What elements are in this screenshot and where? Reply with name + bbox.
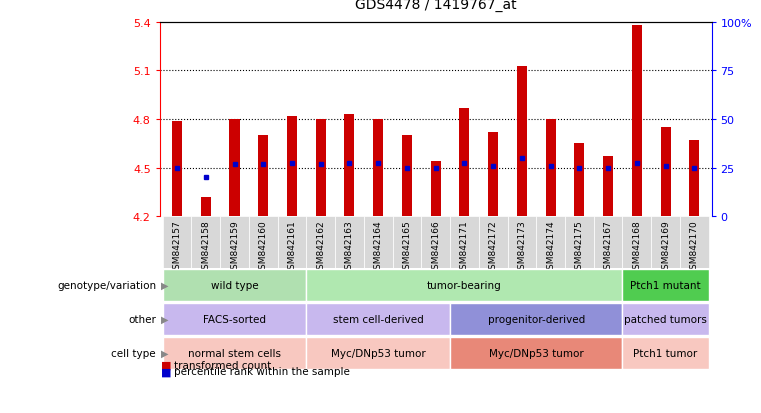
Text: GSM842164: GSM842164 [374,219,383,274]
Text: stem cell-derived: stem cell-derived [333,314,424,324]
Text: GSM842169: GSM842169 [661,219,670,274]
Bar [278,217,307,268]
Bar [230,120,240,217]
Text: normal stem cells: normal stem cells [188,348,281,358]
Text: wild type: wild type [211,280,258,290]
Text: GSM842168: GSM842168 [632,219,642,274]
Bar [163,303,307,335]
Text: GSM842159: GSM842159 [230,219,239,274]
Bar [488,133,498,217]
Text: other: other [128,314,156,324]
Bar [450,303,622,335]
Bar [393,217,422,268]
Bar [249,217,278,268]
Text: Ptch1 tumor: Ptch1 tumor [633,348,698,358]
Bar [163,337,307,369]
Text: transformed count: transformed count [174,360,271,370]
Bar [220,217,249,268]
Bar [316,120,326,217]
Bar [373,120,384,217]
Text: GSM842158: GSM842158 [202,219,210,274]
Bar [632,26,642,217]
Text: cell type: cell type [111,348,156,358]
Bar [402,136,412,217]
Bar [661,128,670,217]
Bar [192,217,220,268]
Text: ▶: ▶ [161,348,169,358]
Bar [307,217,335,268]
Text: Myc/DNp53 tumor: Myc/DNp53 tumor [489,348,584,358]
Text: ▶: ▶ [161,314,169,324]
Text: GDS4478 / 1419767_at: GDS4478 / 1419767_at [355,0,517,12]
Bar [335,217,364,268]
Text: ■: ■ [161,366,172,376]
Bar [163,269,307,301]
Bar [508,217,537,268]
Bar [307,303,450,335]
Text: Ptch1 mutant: Ptch1 mutant [630,280,701,290]
Bar [345,115,355,217]
Text: GSM842166: GSM842166 [431,219,440,274]
Text: tumor-bearing: tumor-bearing [427,280,501,290]
Text: GSM842167: GSM842167 [603,219,613,274]
Bar [163,217,192,268]
Bar [622,217,651,268]
Text: FACS-sorted: FACS-sorted [203,314,266,324]
Text: GSM842163: GSM842163 [345,219,354,274]
Bar [201,197,211,217]
Text: GSM842170: GSM842170 [689,219,699,274]
Bar [651,217,680,268]
Bar [622,303,708,335]
Bar [479,217,508,268]
Bar [307,337,450,369]
Text: GSM842174: GSM842174 [546,219,555,274]
Bar [307,269,622,301]
Text: GSM842175: GSM842175 [575,219,584,274]
Bar [689,141,699,217]
Text: Myc/DNp53 tumor: Myc/DNp53 tumor [331,348,425,358]
Text: GSM842160: GSM842160 [259,219,268,274]
Bar [622,269,708,301]
Text: percentile rank within the sample: percentile rank within the sample [174,366,349,376]
Bar [364,217,393,268]
Bar [680,217,708,268]
Bar [172,121,182,217]
Bar [450,337,622,369]
Text: GSM842173: GSM842173 [517,219,527,274]
Text: GSM842162: GSM842162 [317,219,325,274]
Text: GSM842165: GSM842165 [403,219,412,274]
Text: progenitor-derived: progenitor-derived [488,314,585,324]
Bar [422,217,450,268]
Bar [431,162,441,217]
Bar [537,217,565,268]
Text: GSM842171: GSM842171 [460,219,469,274]
Bar [594,217,622,268]
Bar [460,109,470,217]
Bar [575,144,584,217]
Text: ▶: ▶ [161,280,169,290]
Bar [287,116,297,217]
Text: GSM842161: GSM842161 [288,219,297,274]
Bar [546,120,556,217]
Text: GSM842172: GSM842172 [489,219,498,274]
Bar [517,66,527,217]
Bar [450,217,479,268]
Text: genotype/variation: genotype/variation [57,280,156,290]
Bar [622,337,708,369]
Text: GSM842157: GSM842157 [173,219,182,274]
Bar [603,157,613,217]
Text: patched tumors: patched tumors [624,314,707,324]
Text: ■: ■ [161,360,172,370]
Bar [565,217,594,268]
Bar [258,136,269,217]
